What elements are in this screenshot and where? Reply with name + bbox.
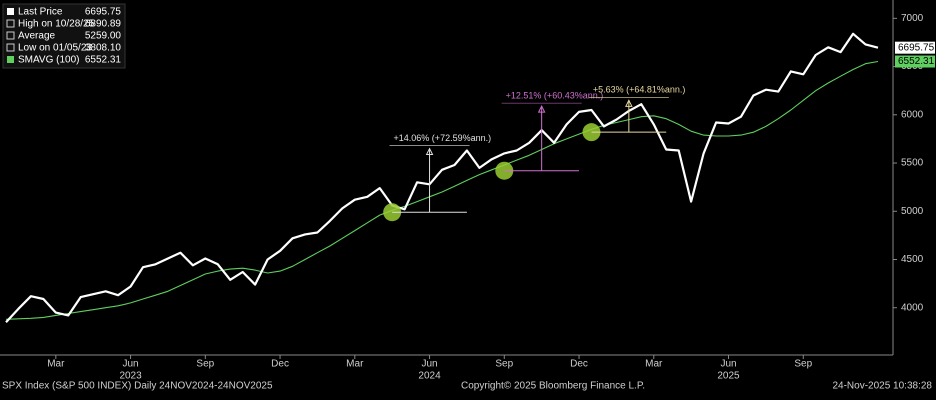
legend-label: Low on 01/05/23 bbox=[18, 43, 92, 54]
annotation-label: +5.63% (+64.81%ann.) bbox=[593, 85, 686, 95]
last-value-tag bbox=[895, 55, 935, 68]
x-tick-label: Mar bbox=[645, 359, 663, 370]
legend-swatch bbox=[7, 56, 14, 63]
legend-value: 6890.89 bbox=[85, 19, 122, 30]
legend-value: 5259.00 bbox=[85, 31, 122, 42]
last-value-tag bbox=[895, 41, 935, 54]
x-tick-label: Jun bbox=[421, 359, 437, 370]
legend-value: 3808.10 bbox=[85, 43, 122, 54]
annotation-label: +12.51% (+60.43%ann.) bbox=[506, 90, 604, 100]
x-tick-label: Sep bbox=[794, 359, 812, 370]
y-tick-label: 4500 bbox=[901, 254, 924, 265]
x-tick-label: Jun bbox=[123, 359, 139, 370]
x-tick-label: Mar bbox=[47, 359, 65, 370]
legend-swatch bbox=[6, 19, 15, 28]
legend-label: Average bbox=[18, 31, 56, 42]
last-value-label: 6552.31 bbox=[898, 56, 935, 67]
footer-center: Copyright© 2025 Bloomberg Finance L.P. bbox=[461, 381, 645, 392]
legend-value: 6552.31 bbox=[85, 55, 122, 66]
legend-swatch bbox=[6, 43, 15, 52]
x-tick-label: Mar bbox=[346, 359, 364, 370]
y-tick-label: 7000 bbox=[901, 13, 924, 24]
y-tick-label: 4000 bbox=[901, 302, 924, 313]
legend-label: High on 10/28/25 bbox=[18, 19, 95, 30]
legend-value: 6695.75 bbox=[85, 7, 122, 18]
x-year-label: 2024 bbox=[418, 371, 441, 382]
x-tick-label: Sep bbox=[495, 359, 513, 370]
x-tick-label: Sep bbox=[196, 359, 214, 370]
footer-left: SPX Index (S&P 500 INDEX) Daily 24NOV202… bbox=[2, 381, 273, 392]
legend-swatch bbox=[6, 31, 15, 40]
y-tick-label: 5500 bbox=[901, 158, 924, 169]
x-year-label: 2023 bbox=[119, 371, 142, 382]
y-tick-label: 5000 bbox=[901, 206, 924, 217]
annotation-arrowhead bbox=[537, 104, 546, 113]
x-tick-label: Jun bbox=[720, 359, 736, 370]
annotation-arrowhead bbox=[425, 147, 434, 156]
last-value-label: 6695.75 bbox=[898, 42, 935, 53]
x-tick-label: Dec bbox=[271, 359, 289, 370]
legend-box bbox=[2, 3, 126, 69]
annotation-arrowhead bbox=[625, 99, 633, 107]
legend-swatch bbox=[7, 8, 14, 15]
annotation-label: +14.06% (+72.59%ann.) bbox=[394, 133, 492, 143]
legend-label: Last Price bbox=[18, 7, 63, 18]
sma-line bbox=[5, 60, 879, 320]
y-tick-label: 6000 bbox=[901, 109, 924, 120]
x-year-label: 2025 bbox=[717, 371, 740, 382]
legend-label: SMAVG (100) bbox=[18, 55, 80, 66]
price-line bbox=[5, 32, 879, 323]
x-tick-label: Dec bbox=[570, 359, 588, 370]
footer-right: 24-Nov-2025 10:38:28 bbox=[832, 381, 932, 392]
